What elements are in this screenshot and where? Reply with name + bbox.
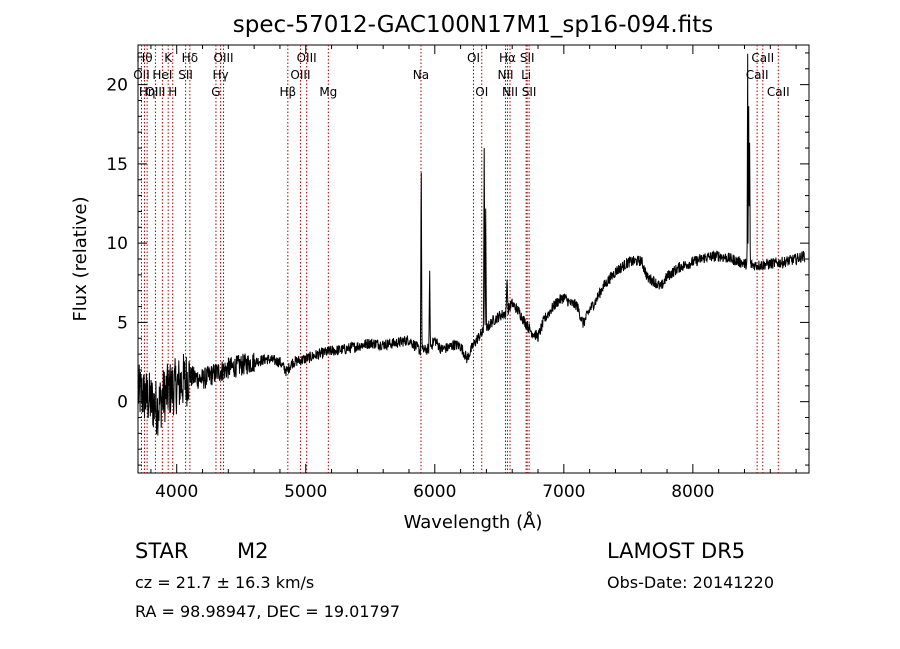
line-marker-label: OI: [467, 51, 480, 65]
x-tick-label: 6000: [413, 482, 456, 502]
line-marker-label: CaII: [767, 85, 790, 99]
line-marker-label: OIII: [145, 85, 165, 99]
line-marker-label: K: [164, 51, 173, 65]
line-marker-label: OIII: [214, 51, 234, 65]
line-marker-label: CaII: [746, 68, 769, 82]
line-marker-label: SII: [178, 68, 193, 82]
line-marker-label: NII: [497, 68, 513, 82]
line-marker-label: Hθ: [136, 51, 152, 65]
line-marker-group: OIIHθHηOIIIHeIKHSIIHδGHγOIIIHβOIIIOIIIMg…: [133, 45, 790, 473]
x-tick-label: 8000: [671, 482, 714, 502]
x-tick-label: 5000: [284, 482, 327, 502]
chart-title: spec-57012-GAC100N17M1_sp16-094.fits: [233, 12, 713, 38]
line-marker-label: SII: [520, 51, 535, 65]
y-tick-label: 0: [117, 393, 128, 413]
x-tick-label: 7000: [542, 482, 585, 502]
line-marker-label: H: [168, 85, 177, 99]
spectrum-group: [137, 53, 806, 436]
redshift-text: cz = 21.7 ± 16.3 km/s: [135, 573, 315, 592]
line-marker-label: NII: [502, 85, 518, 99]
line-marker-label: Hγ: [213, 68, 229, 82]
line-marker-label: Li: [521, 68, 531, 82]
line-marker-label: OI: [475, 85, 488, 99]
line-marker-label: Hη: [139, 85, 156, 99]
obs-date-text: Obs-Date: 20141220: [607, 573, 775, 592]
line-marker-label: HeI: [152, 68, 172, 82]
y-tick-label: 5: [117, 313, 128, 333]
line-marker-label: OIII: [290, 68, 310, 82]
line-marker-label: Hδ: [182, 51, 198, 65]
line-marker-label: SII: [522, 85, 537, 99]
axes-group: 4000 5000 6000 7000 8000 0 5 10 15 20: [106, 45, 809, 502]
line-marker-label: OIII: [297, 51, 317, 65]
line-marker-label: Mg: [319, 85, 337, 99]
line-marker-label: Hβ: [279, 85, 296, 99]
y-tick-label: 15: [106, 155, 128, 175]
x-axis-label: Wavelength (Å): [404, 511, 543, 533]
y-tick-label: 10: [106, 234, 128, 254]
y-tick-label: 20: [106, 76, 128, 96]
x-tick-label: 4000: [155, 482, 198, 502]
survey-name: LAMOST DR5: [607, 539, 746, 563]
line-marker-label: CaII: [751, 51, 774, 65]
line-marker-label: OII: [133, 68, 150, 82]
y-axis-label: Flux (relative): [70, 196, 91, 321]
line-marker-label: G: [211, 85, 220, 99]
line-marker-label: Hα: [499, 51, 516, 65]
object-subclass: M2: [237, 539, 269, 563]
line-marker-label: Na: [413, 68, 429, 82]
spectrum-line: [137, 53, 806, 436]
object-class: STAR: [135, 539, 189, 563]
coordinates-text: RA = 98.98947, DEC = 19.01797: [135, 602, 401, 621]
